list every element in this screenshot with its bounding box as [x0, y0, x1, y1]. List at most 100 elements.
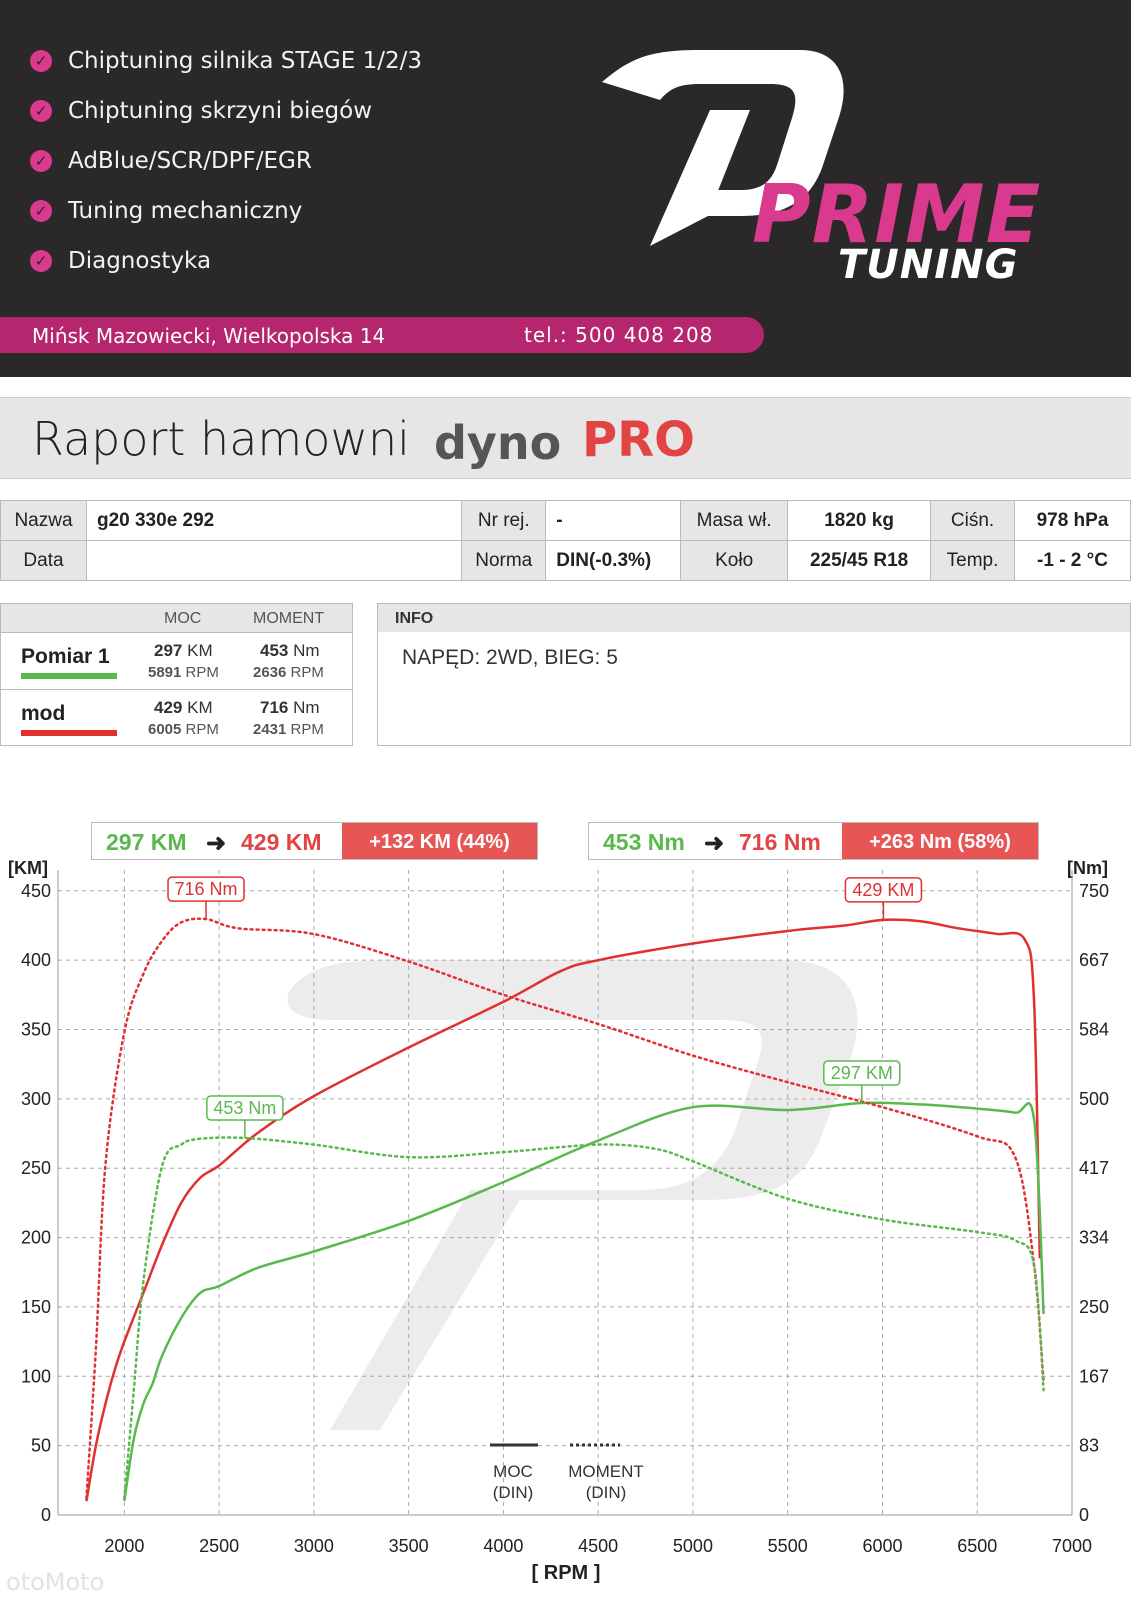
x-tick-label: 5500	[768, 1536, 808, 1556]
title-band: Raport hamowni dyno PRO	[0, 397, 1131, 479]
legend-line	[21, 730, 117, 736]
legend-line	[21, 673, 117, 679]
y-right-unit: [Nm]	[1067, 858, 1108, 878]
value-name: g20 330e 292	[85, 500, 463, 541]
power-value: 297 KM	[154, 641, 213, 660]
y-right-tick-label: 667	[1079, 950, 1109, 970]
series-mod-power	[85, 918, 1042, 1502]
brand-dyno: dyno	[434, 416, 562, 470]
dyno-chart: 2000 2500 3000 3500 4000 4500 5000 5500 6000 6500…	[21, 870, 1109, 1584]
measurement-name: Pomiar 1	[21, 645, 110, 668]
y-left-tick-label: 350	[21, 1020, 51, 1040]
chart-series	[85, 917, 1045, 1502]
y-right-tick-label: 750	[1079, 881, 1109, 901]
chart-axes: 2000 2500 3000 3500 4000 4500 5000 5500 6000 6500…	[21, 870, 1109, 1556]
torque-from: 453 Nm	[603, 829, 685, 855]
measurements-box: MOC MOMENT Pomiar 1 297 KM 5891 RPM 453 …	[0, 603, 353, 746]
y-left-tick-label: 200	[21, 1228, 51, 1248]
service-label: Tuning mechaniczny	[68, 198, 303, 224]
value-date	[85, 540, 463, 581]
label-registration: Nr rej.	[461, 500, 547, 541]
y-right-tick-label: 250	[1079, 1297, 1109, 1317]
y-right-tick-label: 167	[1079, 1366, 1109, 1386]
vehicle-details-table: Nazwa g20 330e 292 Nr rej. - Masa wł. 18…	[0, 500, 1131, 581]
service-label: Chiptuning silnika STAGE 1/2/3	[68, 48, 422, 74]
label-mass: Masa wł.	[680, 500, 789, 541]
services-list: ✓ Chiptuning silnika STAGE 1/2/3 ✓ Chiptuni…	[30, 36, 422, 286]
series-mod-torque	[85, 917, 1045, 1500]
y-left-tick-label: 300	[21, 1089, 51, 1109]
check-icon: ✓	[30, 150, 52, 172]
x-tick-label: 2500	[199, 1536, 239, 1556]
value-wheel: 225/45 R18	[787, 540, 932, 581]
peak-label: 716 Nm	[175, 879, 238, 899]
series-pomiar-1-torque	[123, 1136, 1045, 1500]
watermark-logo-icon	[287, 960, 858, 1430]
brand-tuning: TUNING	[838, 242, 1019, 288]
power-rpm: 6005 RPM	[148, 721, 219, 738]
address-bar: Mińsk Mazowiecki, Wielkopolska 14 tel.: …	[0, 317, 764, 353]
peak-label: 429 KM	[852, 880, 914, 900]
power-value: 429 KM	[154, 698, 213, 717]
col-power-header: MOC	[164, 610, 202, 627]
measurement-row-pomiar1: Pomiar 1 297 KM 5891 RPM 453 Nm 2636 RPM	[1, 632, 352, 689]
power-delta: +132 KM (44%)	[342, 823, 537, 859]
y-left-tick-label: 150	[21, 1297, 51, 1317]
y-right-tick-label: 83	[1079, 1436, 1099, 1456]
service-label: Chiptuning skrzyni biegów	[68, 98, 373, 124]
brand-pro: PRO	[582, 412, 695, 468]
measurement-row-mod: mod 429 KM 6005 RPM 716 Nm 2431 RPM	[1, 689, 352, 746]
col-torque-header: MOMENT	[253, 610, 325, 627]
x-tick-label: 4500	[578, 1536, 618, 1556]
legend-power-label-1: MOC	[493, 1462, 533, 1481]
torque-value: 716 Nm	[260, 698, 320, 717]
x-tick-label: 3500	[389, 1536, 429, 1556]
value-norm: DIN(-0.3%)	[545, 540, 682, 581]
service-item: ✓ Chiptuning skrzyni biegów	[30, 86, 422, 136]
value-mass: 1820 kg	[787, 500, 932, 541]
service-item: ✓ Tuning mechaniczny	[30, 186, 422, 236]
phone: tel.: 500 408 208	[524, 323, 714, 347]
x-tick-label: 7000	[1052, 1536, 1092, 1556]
arrow-icon: ➜	[704, 830, 725, 857]
x-axis-label: [ RPM ]	[532, 1562, 601, 1584]
report-title: Raport hamowni	[32, 412, 410, 466]
label-box	[823, 1060, 901, 1086]
torque-delta: +263 Nm (58%)	[842, 823, 1038, 859]
label-name: Nazwa	[0, 500, 87, 541]
label-norm: Norma	[461, 540, 547, 581]
label-pressure: Ciśn.	[930, 500, 1015, 541]
value-registration: -	[545, 500, 682, 541]
power-to: 429 KM	[241, 829, 322, 855]
torque-summary: 453 Nm ➜ 716 Nm +263 Nm (58%)	[588, 822, 1039, 860]
value-pressure: 978 hPa	[1014, 500, 1131, 541]
x-tick-label: 2000	[104, 1536, 144, 1556]
check-icon: ✓	[30, 100, 52, 122]
service-item: ✓ Diagnostyka	[30, 236, 422, 286]
check-icon: ✓	[30, 250, 52, 272]
legend-torque-label-1: MOMENT	[568, 1462, 644, 1481]
y-left-tick-label: 250	[21, 1158, 51, 1178]
series-pomiar-1-power	[123, 1101, 1045, 1502]
y-left-unit: [KM]	[8, 858, 48, 878]
label-temperature: Temp.	[930, 540, 1015, 581]
label-box	[844, 877, 923, 903]
x-tick-label: 6000	[862, 1536, 902, 1556]
info-text: NAPĘD: 2WD, BIEG: 5	[402, 646, 618, 669]
header-banner: ✓ Chiptuning silnika STAGE 1/2/3 ✓ Chiptuni…	[0, 0, 1131, 377]
brand-prime: PRIME	[752, 168, 1042, 261]
y-left-tick-label: 100	[21, 1366, 51, 1386]
torque-to: 716 Nm	[739, 829, 821, 855]
y-left-tick-label: 400	[21, 950, 51, 970]
check-icon: ✓	[30, 50, 52, 72]
power-summary: 297 KM ➜ 429 KM +132 KM (44%)	[91, 822, 538, 860]
table-row: Data Norma DIN(-0.3%) Koło 225/45 R18 Te…	[0, 540, 1131, 581]
measurement-name: mod	[21, 702, 66, 725]
torque-value: 453 Nm	[260, 641, 320, 660]
power-rpm: 5891 RPM	[148, 664, 219, 681]
arrow-icon: ➜	[206, 830, 227, 857]
info-box: INFO NAPĘD: 2WD, BIEG: 5	[377, 603, 1131, 746]
y-right-tick-label: 417	[1079, 1158, 1109, 1178]
x-tick-label: 4000	[483, 1536, 523, 1556]
address: Mińsk Mazowiecki, Wielkopolska 14	[32, 324, 386, 348]
